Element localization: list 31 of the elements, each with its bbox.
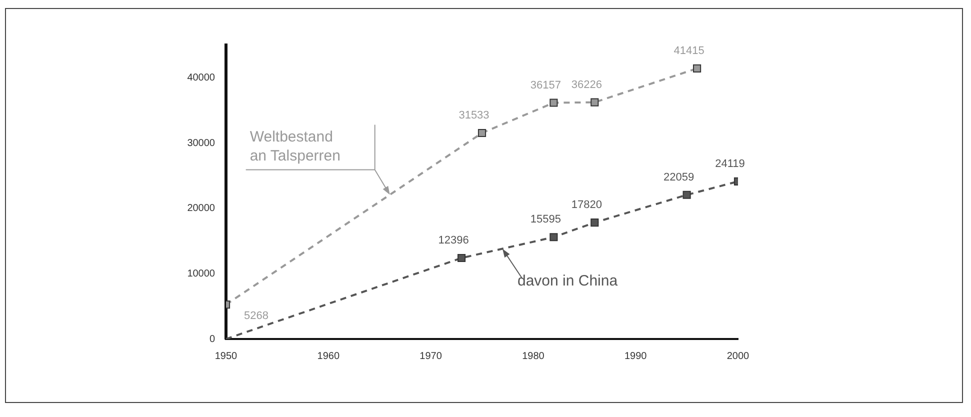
y-tick-label: 0 <box>209 334 216 345</box>
point <box>457 254 466 262</box>
x-tick-label: 2000 <box>726 350 750 362</box>
x-tick-label: 1980 <box>522 350 545 362</box>
y-tick-label: 20000 <box>187 203 216 214</box>
annotation: Weltbestand an Talsperren <box>250 128 340 164</box>
data-label: 31533 <box>458 110 490 122</box>
data-label: 41415 <box>674 44 704 57</box>
data-label: 22059 <box>664 171 694 184</box>
y-tick-label: 10000 <box>187 268 216 280</box>
data-label: 24119 <box>715 158 745 170</box>
x-tick-label: 1970 <box>420 350 442 362</box>
x-tick-label: 1960 <box>317 350 340 362</box>
x-tick-label: 1990 <box>624 350 648 362</box>
data-label: 5268 <box>244 310 268 322</box>
y-tick-label: 40000 <box>187 72 216 84</box>
point <box>590 218 599 227</box>
point <box>693 64 702 72</box>
data-label: 36157 <box>530 79 561 92</box>
y-tick-label: 30000 <box>187 138 216 149</box>
data-label: 15595 <box>530 214 561 226</box>
data-label: 36226 <box>571 78 602 91</box>
annotation: davon in China <box>517 272 618 290</box>
point <box>550 98 558 107</box>
point <box>682 190 691 199</box>
data-label: 12396 <box>438 234 469 247</box>
point <box>550 233 558 242</box>
point <box>590 98 599 106</box>
point <box>478 128 486 138</box>
x-tick-label: 1950 <box>214 350 238 362</box>
data-label: 17820 <box>571 199 602 212</box>
